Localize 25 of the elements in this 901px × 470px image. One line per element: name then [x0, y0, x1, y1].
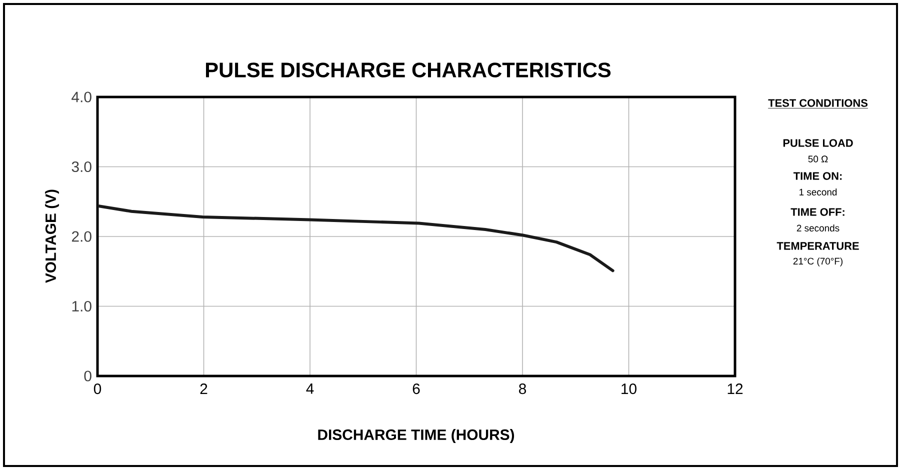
text: 50 Ω: [808, 156, 828, 162]
y-tick-label: 2.0: [72, 231, 92, 242]
chart-title: PULSE DISCHARGE CHARACTERISTICS: [206, 62, 611, 78]
line-series: [98, 204, 614, 272]
text: 21°C (70°F): [793, 258, 842, 266]
y-tick-label: 1.0: [72, 300, 92, 312]
text: TEST CONDITIONS: [768, 99, 868, 107]
y-axis-title: VOLTAGE (V): [45, 190, 59, 283]
text: 2 seconds: [796, 224, 840, 232]
y-tick-label: 0: [84, 370, 92, 382]
text: TIME ON:: [793, 172, 842, 180]
y-tick-label: 4.0: [72, 92, 92, 102]
x-tick-label: 6: [412, 384, 420, 394]
text: PULSE LOAD: [783, 139, 853, 147]
x-tick-label: 0: [94, 384, 102, 394]
x-tick-label: 12: [728, 384, 743, 394]
text: TIME OFF:: [790, 208, 844, 216]
x-axis-title: DISCHARGE TIME (HOURS): [318, 429, 514, 443]
x-tick-label: 10: [622, 384, 636, 394]
text: TEMPERATURE: [776, 242, 859, 250]
text: 1 second: [800, 188, 837, 196]
y-tick-label: 3.0: [72, 161, 92, 172]
x-tick-label: 4: [306, 384, 314, 394]
x-tick-label: 8: [519, 384, 526, 394]
x-tick-label: 2: [200, 384, 208, 394]
